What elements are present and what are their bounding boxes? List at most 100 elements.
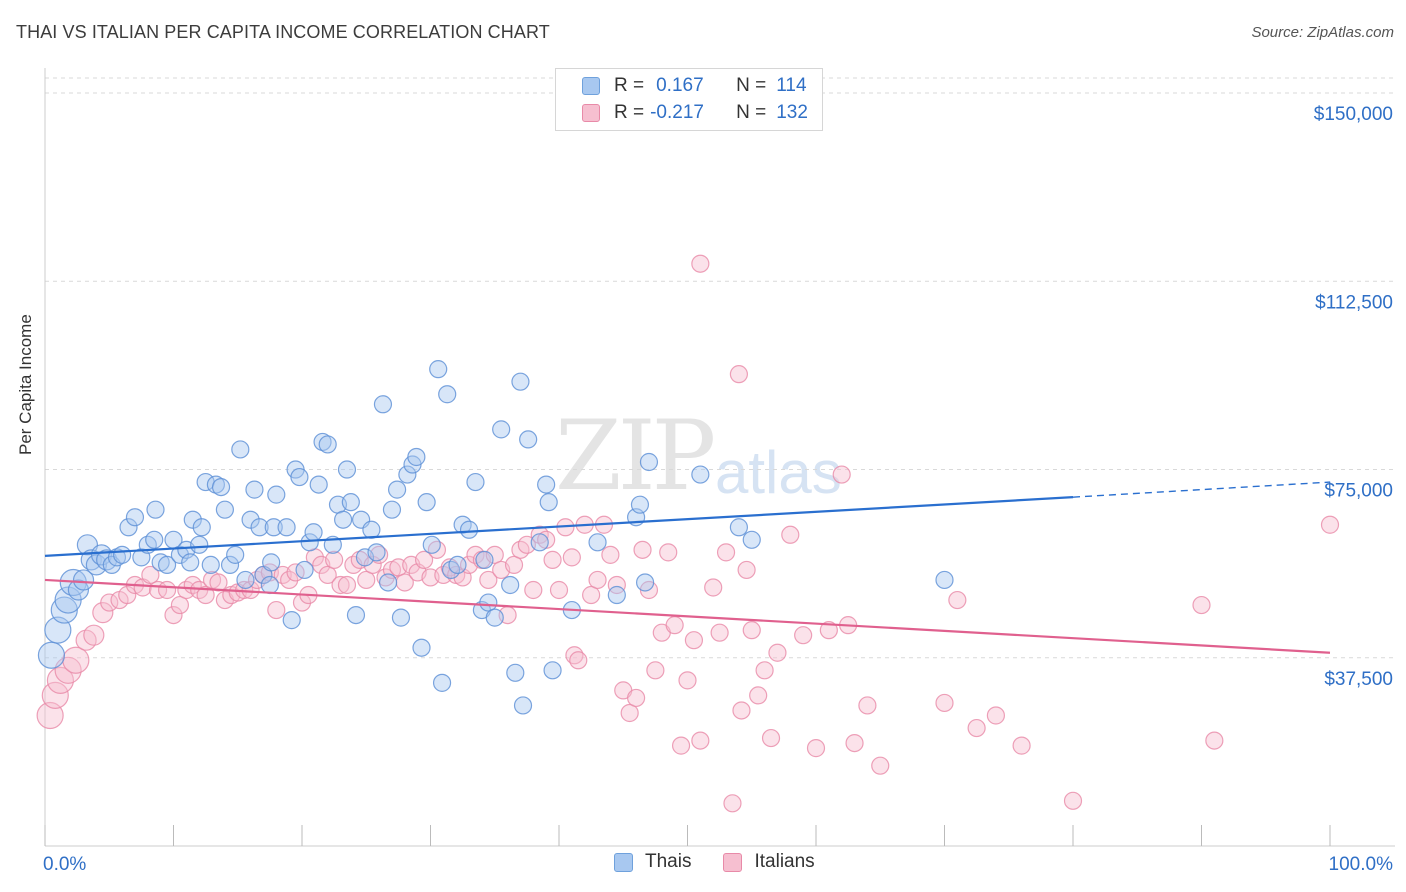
thais-point (262, 553, 281, 572)
y-tick-label: $75,000 (1324, 481, 1393, 502)
legend-swatch-italians (723, 852, 743, 872)
italians-point (935, 693, 954, 713)
thais-point (264, 518, 283, 537)
thais-point (607, 585, 626, 605)
italians-point (164, 605, 183, 625)
thais-point (691, 465, 710, 484)
italians-point (549, 580, 569, 600)
italians-point (691, 731, 710, 750)
thais-point (448, 555, 467, 575)
thais-point (407, 447, 426, 467)
italians-point (768, 643, 787, 662)
italians-point (967, 718, 986, 738)
thais-point (417, 493, 436, 512)
italians-point (671, 736, 691, 755)
thais-point (639, 452, 659, 472)
italians-point (710, 623, 729, 642)
italians-point (1012, 736, 1031, 755)
legend-n-label: N = (736, 75, 767, 96)
axes (44, 68, 1395, 847)
thais-point (537, 475, 556, 494)
italians-point (832, 465, 851, 484)
italians-point (986, 706, 1006, 725)
italians-point (141, 565, 160, 585)
italians-point (376, 568, 395, 587)
thais-point (511, 372, 530, 391)
italians-point (684, 631, 704, 650)
thais-point (96, 549, 118, 571)
thais-point (459, 520, 479, 539)
thais-point (181, 553, 200, 572)
thais-point (630, 495, 650, 514)
thais-point (277, 518, 296, 537)
italians-point (761, 728, 781, 748)
legend-r-value: -0.217 (650, 102, 704, 123)
thais-point (215, 500, 234, 519)
italians-point (414, 550, 434, 569)
thais-point (282, 611, 301, 630)
italians-point (196, 585, 215, 605)
thais-point (220, 555, 240, 575)
legend-row-italians: R = -0.217 N = 132 (582, 101, 808, 125)
italians-point (858, 696, 877, 715)
watermark-atlas: atlas (715, 439, 842, 506)
italians-point (1192, 595, 1211, 615)
y-tick-label: $112,500 (1315, 292, 1393, 313)
thais-point (295, 560, 314, 580)
thais-point (190, 535, 209, 554)
legend-r-value: 0.167 (656, 75, 704, 96)
thais-point (492, 420, 511, 439)
thais-point (378, 573, 398, 592)
legend-item-italians[interactable]: Italians (723, 851, 815, 873)
italians-point (665, 616, 684, 635)
italians-point (41, 681, 69, 710)
watermark-zip: ZIP (555, 400, 716, 512)
thais-point (346, 605, 366, 625)
thais-point (260, 575, 279, 595)
thais-point (635, 573, 655, 592)
italians-point (1320, 515, 1340, 534)
italians-point (781, 525, 800, 544)
italians-point (607, 575, 626, 595)
italians-point (819, 621, 838, 640)
thais-point (530, 533, 549, 552)
thais-point (412, 638, 431, 657)
thais-point (125, 508, 145, 527)
thais-point (107, 548, 127, 567)
italians-points (36, 254, 1340, 813)
italians-point (92, 601, 114, 624)
thais-point (334, 510, 353, 529)
thais-trend-extension (1072, 481, 1331, 498)
italians-point (337, 575, 357, 595)
italians-point (267, 600, 286, 620)
thais-point (475, 550, 494, 569)
thais-point (304, 523, 323, 542)
thais-point (67, 579, 90, 601)
legend-item-thais[interactable]: Thais (614, 851, 691, 873)
thais-point (157, 555, 177, 575)
thais-point (341, 493, 360, 512)
italians-point (646, 661, 665, 680)
thais-point (479, 593, 498, 612)
italians-point (83, 624, 105, 646)
thais-point (236, 570, 255, 590)
thais-point (112, 545, 132, 564)
chart-title: THAI VS ITALIAN PER CAPITA INCOME CORREL… (16, 22, 550, 42)
italians-point (485, 545, 504, 564)
thais-point (422, 535, 441, 554)
italians-point (633, 540, 652, 559)
italians-point (716, 543, 736, 562)
thais-point (37, 641, 66, 669)
thais-point (391, 608, 411, 627)
thais-point (192, 518, 211, 537)
italians-point (241, 580, 260, 600)
thais-trend-line (44, 496, 1074, 557)
italians-point (118, 585, 137, 605)
italians-point (678, 671, 697, 690)
legend-n-label: N = (736, 102, 767, 123)
italians-point (504, 555, 524, 575)
thais-point (543, 661, 562, 680)
italians-point (62, 646, 90, 674)
thais-point (362, 520, 381, 539)
thais-point (485, 608, 504, 627)
